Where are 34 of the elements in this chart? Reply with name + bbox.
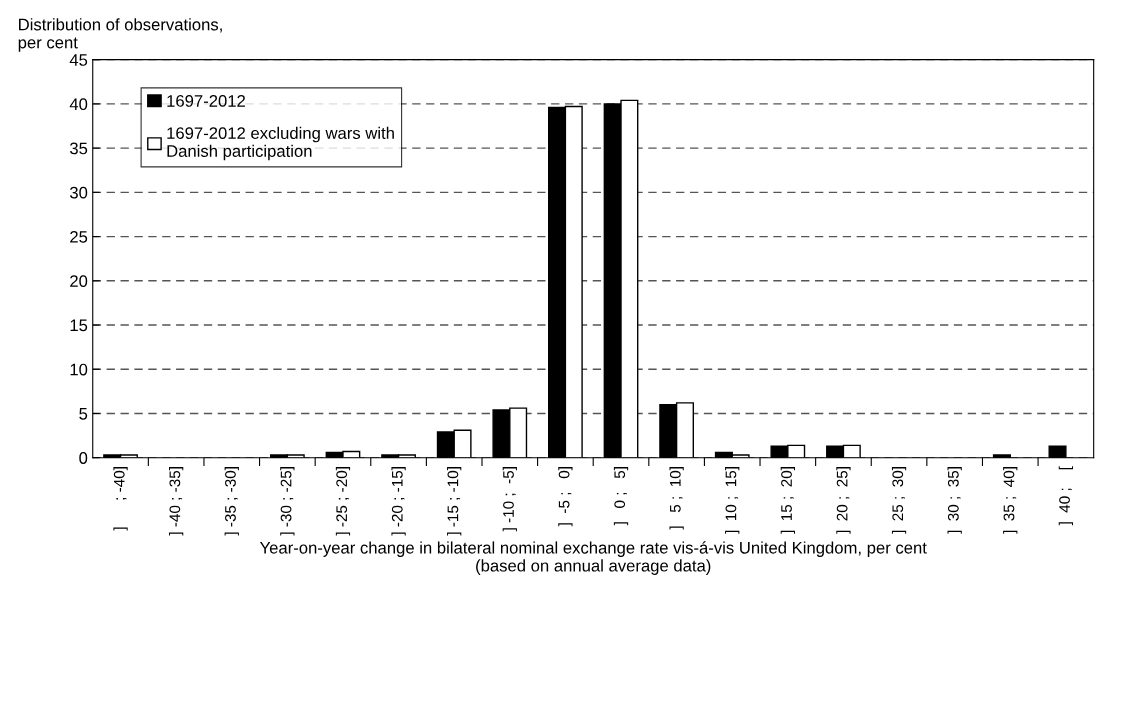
y-tick-label: 0 xyxy=(79,452,88,464)
x-tick-label: ] 20 ; 25] xyxy=(836,467,851,534)
x-tick-label: ] -20 ; -15] xyxy=(391,467,406,536)
x-tick-label: ] 35 ; 40] xyxy=(1003,467,1018,534)
y-tick-label: 40 xyxy=(69,98,88,111)
y-tick-label: 10 xyxy=(70,363,88,376)
x-tick-label: ] 5 ; 10] xyxy=(669,467,684,530)
x-axis-title: Year-on-year change in bilateral nominal exchange rate vis-á-vis United Kingdom, per cent (based on annual average data) xyxy=(259,541,927,575)
bar xyxy=(992,454,1011,458)
y-tick-label: 45 xyxy=(69,54,88,66)
x-tick-label: ] -10 ; -5] xyxy=(502,467,517,532)
legend-label: 1697-2012 xyxy=(167,95,245,107)
x-tick-label: ] -15 ; -10] xyxy=(447,467,462,536)
x-tick-label: ] 40 ; [ xyxy=(1058,466,1073,526)
x-tick-label: ] 0 ; 5] xyxy=(613,467,629,526)
x-tick-label: ] -5 ; 0] xyxy=(558,467,573,527)
legend-label: 1697-2012 excluding wars with Danish participation xyxy=(167,126,394,161)
x-tick-label: ] 25 ; 30] xyxy=(891,467,907,534)
y-tick-label: 25 xyxy=(70,230,88,243)
x-tick-label: ] 30 ; 35] xyxy=(947,467,962,534)
y-tick-label: 15 xyxy=(70,319,88,332)
y-tick-label: 35 xyxy=(69,142,88,155)
y-tick-label: 20 xyxy=(70,275,88,287)
y-axis-title: Distribution of observations, per cent xyxy=(18,18,222,52)
x-tick-label: ] 15 ; 20] xyxy=(780,467,795,534)
y-tick-label: 30 xyxy=(69,186,88,199)
x-tick-label: ] -30 ; -25] xyxy=(280,467,295,536)
x-tick-label: ] -40 ; -35] xyxy=(169,467,184,536)
bar xyxy=(1048,445,1067,458)
x-tick-label: ] 10 ; 15] xyxy=(725,467,740,534)
x-tick-label: ] -25 ; -20] xyxy=(335,467,351,536)
x-tick-label: ] -35 ; -30] xyxy=(224,467,239,536)
x-tick-label: ] ; -40] xyxy=(113,467,128,531)
y-tick-label: 5 xyxy=(79,408,88,420)
